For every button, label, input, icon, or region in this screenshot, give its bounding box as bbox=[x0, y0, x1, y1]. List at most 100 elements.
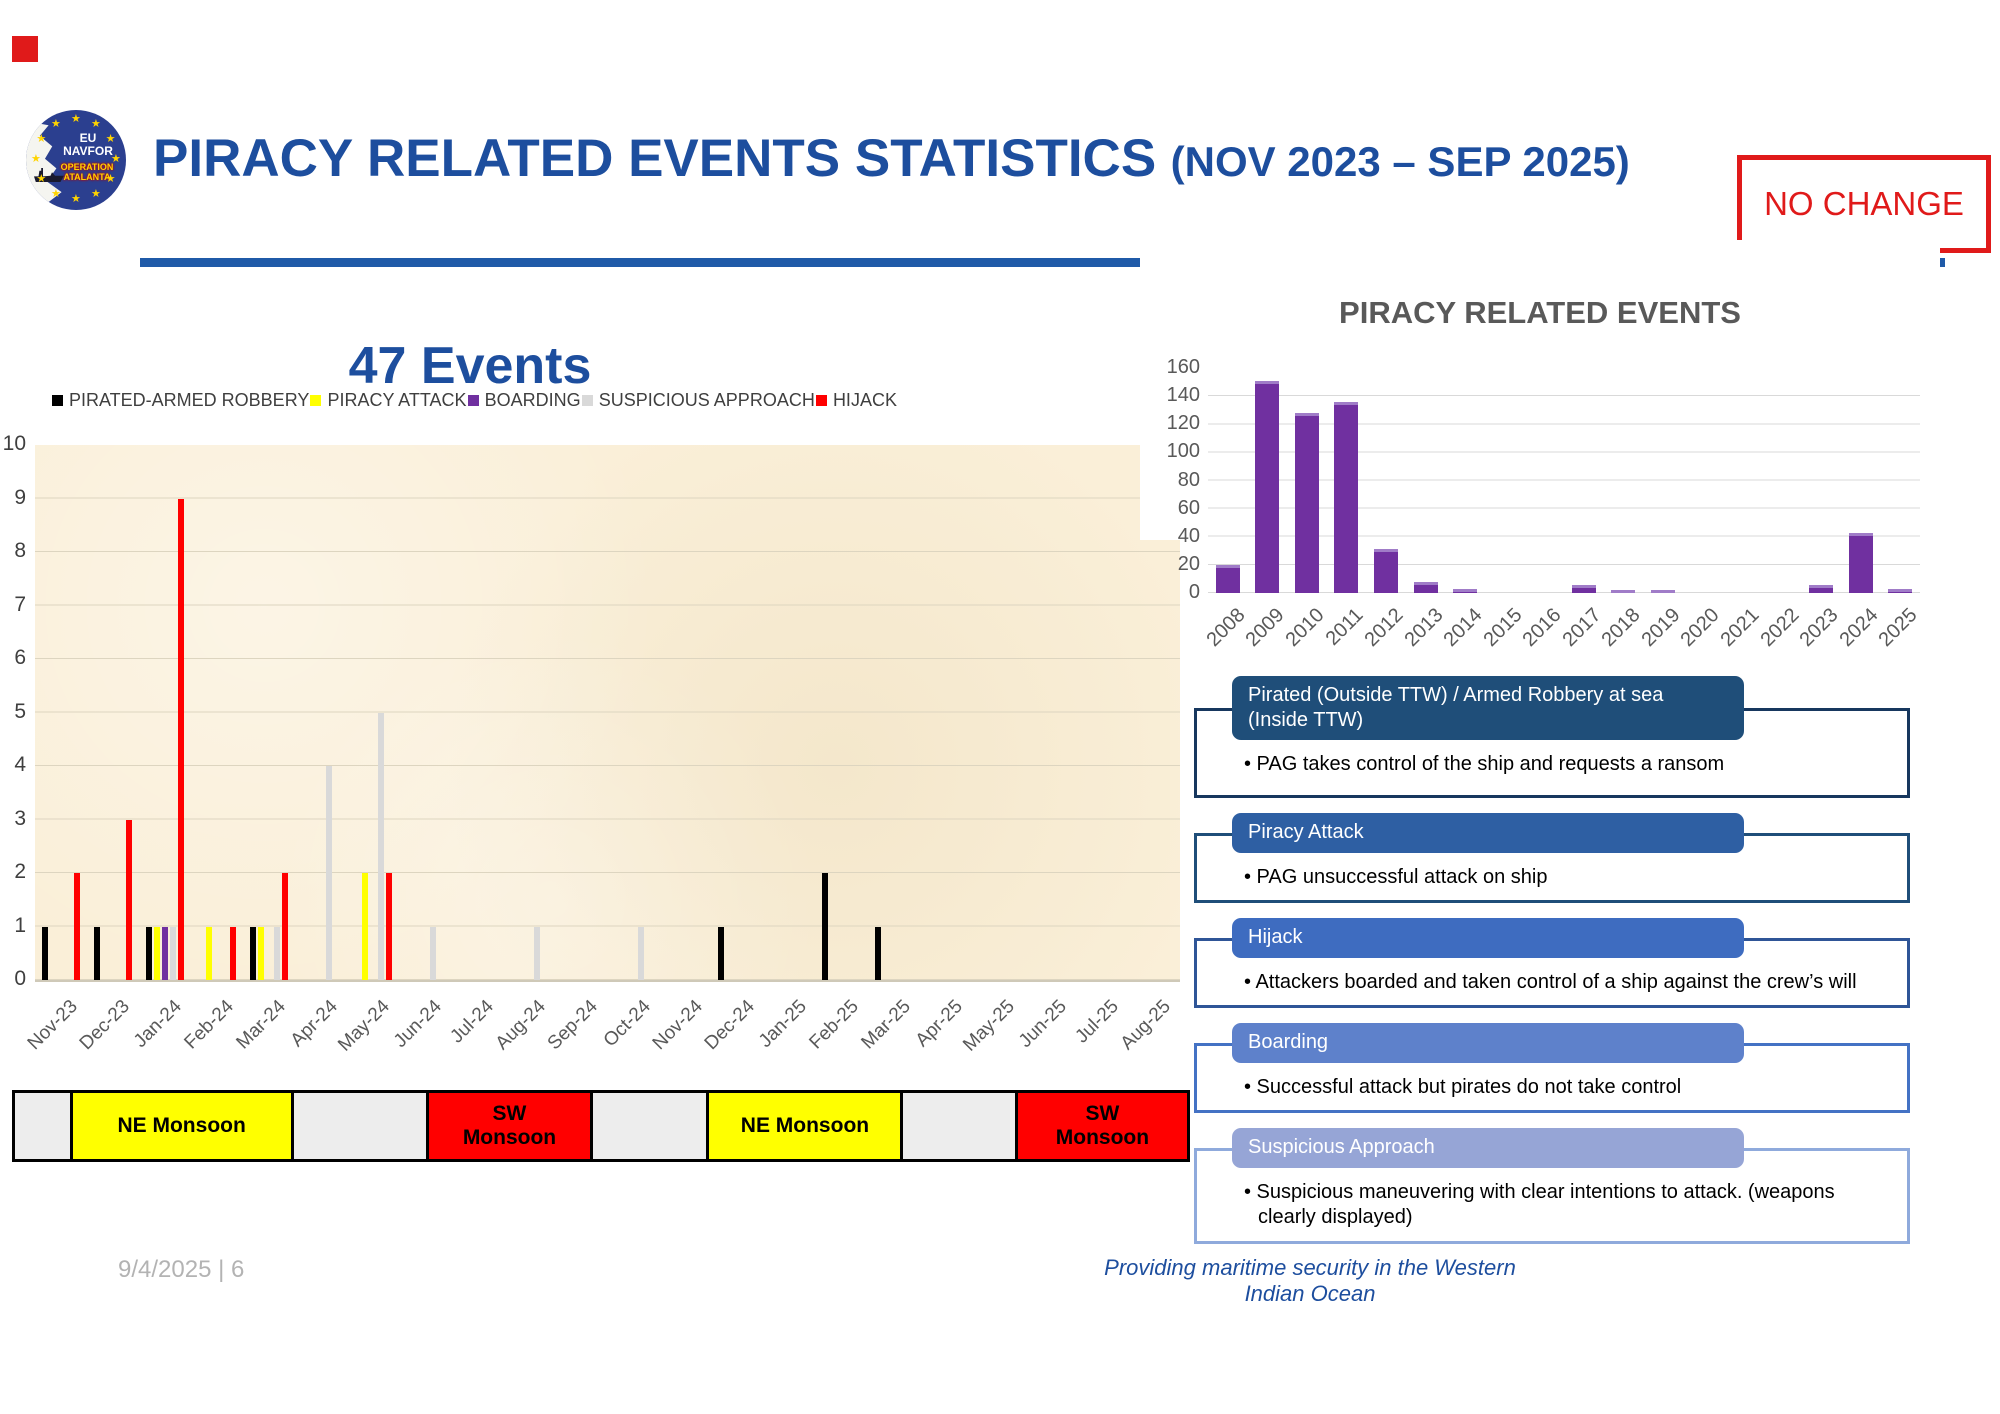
bar bbox=[126, 819, 133, 980]
legend-item: PIRATED-ARMED ROBBERY bbox=[52, 390, 309, 411]
month-bar-group bbox=[35, 445, 87, 980]
month-bar-group bbox=[607, 445, 659, 980]
y-tick-label: 0 bbox=[14, 967, 26, 990]
bar bbox=[170, 926, 177, 980]
y-tick-label: 0 bbox=[1188, 581, 1200, 603]
definition-title-pill: Piracy Attack bbox=[1232, 813, 1744, 853]
bar bbox=[1650, 590, 1675, 593]
month-bar-group bbox=[920, 445, 972, 980]
year-bar-group bbox=[1406, 368, 1446, 593]
bar bbox=[1334, 401, 1359, 593]
legend-item: PIRACY ATTACK bbox=[310, 390, 467, 411]
monthly-chart-x-axis: Nov-23 Dec-23 Jan-24 Feb-24 Mar-24 Apr-24 May-… bbox=[24, 982, 1180, 1092]
y-tick-label: 20 bbox=[1177, 552, 1200, 575]
monsoon-segment: NE Monsoon bbox=[709, 1093, 904, 1159]
monsoon-label: NE Monsoon bbox=[117, 1113, 246, 1137]
yearly-events-chart: PIRACY RELATED EVENTS 0 20 40 60 80 100 120 140… bbox=[1140, 240, 1940, 651]
logo-star-icon: ★ bbox=[91, 187, 101, 200]
legend-item: BOARDING bbox=[467, 390, 581, 411]
event-type-definitions: Pirated (Outside TTW) / Armed Robbery at… bbox=[1190, 676, 1912, 1259]
y-tick-label: 4 bbox=[14, 753, 26, 776]
definition-bullet-text: • PAG unsuccessful attack on ship bbox=[1244, 866, 1548, 888]
year-bar-group bbox=[1445, 368, 1485, 593]
y-tick-label: 2 bbox=[14, 860, 26, 883]
bar bbox=[94, 926, 101, 980]
bar bbox=[718, 926, 725, 980]
bar bbox=[1453, 588, 1478, 593]
month-bar-group bbox=[972, 445, 1024, 980]
monsoon-gap-segment bbox=[293, 1093, 429, 1159]
bar bbox=[1255, 380, 1280, 593]
legend-swatch-icon bbox=[815, 395, 827, 406]
year-bar-group bbox=[1722, 368, 1762, 593]
y-tick-label: 40 bbox=[1177, 524, 1200, 547]
monthly-chart-legend: PIRATED-ARMED ROBBERY PIRACY ATTACK BOARDI… bbox=[52, 390, 897, 411]
y-tick-label: 8 bbox=[14, 539, 26, 562]
logo-star-icon: ★ bbox=[31, 153, 41, 165]
year-bar-group bbox=[1880, 368, 1920, 593]
month-bar-group bbox=[243, 445, 295, 980]
year-bar-group bbox=[1603, 368, 1643, 593]
bar bbox=[230, 926, 237, 980]
definition-item: Boarding • Successful attack but pirates … bbox=[1190, 1023, 1912, 1115]
legend-label: HIJACK bbox=[832, 390, 897, 410]
logo-star-icon: ★ bbox=[71, 113, 81, 125]
monsoon-segment: NE Monsoon bbox=[72, 1093, 294, 1159]
logo-star-icon: ★ bbox=[51, 118, 61, 131]
legend-swatch-icon bbox=[581, 395, 593, 406]
logo-star-icon: ★ bbox=[105, 133, 116, 145]
monsoon-segment: SW Monsoon bbox=[428, 1093, 594, 1159]
bar bbox=[1373, 549, 1398, 593]
month-bar-group bbox=[659, 445, 711, 980]
year-bar-group bbox=[1801, 368, 1841, 593]
bar bbox=[1808, 584, 1833, 593]
bar bbox=[162, 926, 169, 980]
definition-bullet-text: • Successful attack but pirates do not t… bbox=[1244, 1076, 1682, 1098]
year-bar-group bbox=[1208, 368, 1248, 593]
monsoon-season-strip: NE Monsoon SW Monsoon NE Monsoon SW Monsoon bbox=[12, 1090, 1190, 1162]
month-bar-group bbox=[711, 445, 763, 980]
bar bbox=[74, 873, 81, 980]
bar bbox=[1294, 413, 1319, 593]
bar bbox=[534, 926, 541, 980]
logo-star-icon: ★ bbox=[91, 118, 101, 131]
page-title: PIRACY RELATED EVENTS STATISTICS (NOV 20… bbox=[153, 128, 1630, 189]
month-bar-group bbox=[87, 445, 139, 980]
month-bar-group bbox=[399, 445, 451, 980]
y-tick-label: 120 bbox=[1166, 412, 1200, 435]
month-bar-group bbox=[503, 445, 555, 980]
year-bar-group bbox=[1564, 368, 1604, 593]
bar bbox=[362, 873, 369, 980]
month-bar-group bbox=[1024, 445, 1076, 980]
year-bar-group bbox=[1683, 368, 1723, 593]
legend-item: SUSPICIOUS APPROACH bbox=[581, 390, 815, 411]
no-change-badge: NO CHANGE bbox=[1737, 155, 1991, 253]
y-tick-label: 80 bbox=[1177, 468, 1200, 491]
bar bbox=[822, 873, 829, 980]
logo-star-icon: ★ bbox=[36, 133, 47, 145]
bar bbox=[178, 498, 185, 980]
slide-date-page-number: 9/4/2025 | 6 bbox=[118, 1256, 245, 1283]
monsoon-label: SW Monsoon bbox=[1055, 1101, 1150, 1149]
monsoon-label: NE Monsoon bbox=[740, 1113, 870, 1137]
year-bar-group bbox=[1327, 368, 1367, 593]
definition-title-pill: Boarding bbox=[1232, 1023, 1744, 1063]
legend-swatch-icon bbox=[467, 395, 479, 406]
definition-item: Pirated (Outside TTW) / Armed Robbery at… bbox=[1190, 676, 1912, 800]
year-bar-group bbox=[1841, 368, 1881, 593]
month-bar-group bbox=[1076, 445, 1128, 980]
y-tick-label: 160 bbox=[1166, 356, 1200, 378]
definition-item: Hijack • Attackers boarded and taken cont… bbox=[1190, 918, 1912, 1010]
yearly-chart-x-axis: 2008 2009 2010 2011 2012 2013 2014 2015 2016 2017… bbox=[1202, 596, 1921, 666]
definition-bullet-text: • Attackers boarded and taken control of… bbox=[1244, 971, 1857, 993]
definition-bullet-text: • Suspicious maneuvering with clear inte… bbox=[1244, 1181, 1835, 1228]
monsoon-gap-segment bbox=[15, 1093, 73, 1159]
definition-bullet-text: • PAG takes control of the ship and requ… bbox=[1244, 753, 1725, 775]
bar bbox=[1888, 588, 1913, 593]
y-tick-label: 5 bbox=[14, 699, 26, 723]
bar bbox=[326, 766, 333, 980]
logo-star-icon: ★ bbox=[111, 153, 121, 165]
y-tick-label: 1 bbox=[14, 913, 26, 937]
mission-tagline: Providing maritime security in the Weste… bbox=[1104, 1255, 1516, 1306]
bar bbox=[42, 926, 49, 980]
